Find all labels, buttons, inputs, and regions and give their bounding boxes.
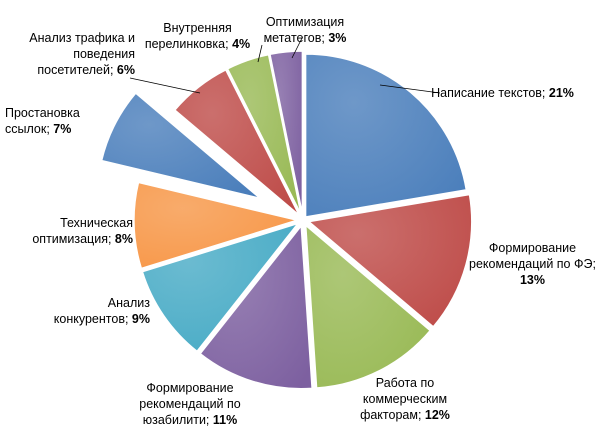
category-label: Оптимизация метатегов; [263, 15, 345, 45]
category-label: Формирование рекомендаций по юзабилити; [139, 381, 241, 427]
category-label: Анализ конкурентов; [53, 296, 150, 326]
pie-slice [226, 53, 302, 215]
slice-label: Формирование рекомендаций по юзабилити; … [120, 380, 260, 428]
slice-label: Анализ конкурентов; 9% [30, 295, 150, 327]
category-label: Техническая оптимизация; [32, 216, 133, 246]
slice-label: Работа по коммерческим факторам; 12% [345, 375, 465, 423]
pie-slice [133, 181, 300, 270]
leader-line [129, 77, 201, 94]
leader-line [379, 84, 441, 94]
slice-label: Оптимизация метатегов; 3% [250, 14, 360, 46]
slice-label: Техническая оптимизация; 8% [5, 215, 133, 247]
pie-slice [173, 68, 300, 216]
leader-line [257, 44, 263, 63]
pie-slice [141, 221, 301, 353]
leader-line [291, 37, 303, 59]
category-label: Работа по коммерческим факторам; [360, 376, 448, 422]
pie-slice [307, 193, 473, 328]
category-label: Простановка ссылок; [5, 106, 80, 136]
value-label: 8% [114, 232, 133, 246]
slice-label: Внутренняя перелинковка; 4% [130, 20, 265, 52]
pie-slice [269, 50, 304, 215]
slice-label: Простановка ссылок; 7% [5, 105, 95, 137]
value-label: 6% [116, 63, 135, 77]
pie-slice [304, 223, 432, 389]
value-label: 9% [131, 312, 150, 326]
value-label: 7% [53, 122, 72, 136]
value-label: 3% [328, 31, 347, 45]
pie-slice [100, 92, 261, 200]
category-label: Формирование рекомендаций по ФЭ; [469, 241, 596, 271]
slice-label: Анализ трафика и поведения посетителей; … [5, 30, 135, 78]
slice-label: Написание текстов; 21% [420, 85, 585, 101]
category-label: Написание текстов; [431, 86, 546, 100]
value-label: 21% [548, 86, 574, 100]
value-label: 13% [519, 273, 546, 287]
category-label: Внутренняя перелинковка; [144, 21, 232, 51]
slice-label: Формирование рекомендаций по ФЭ; 13% [465, 240, 600, 288]
pie-slice [199, 223, 313, 390]
pie-slice [304, 53, 468, 218]
value-label: 4% [232, 37, 251, 51]
value-label: 11% [212, 413, 238, 427]
value-label: 12% [424, 408, 450, 422]
category-label: Анализ трафика и поведения посетителей; [29, 31, 135, 77]
